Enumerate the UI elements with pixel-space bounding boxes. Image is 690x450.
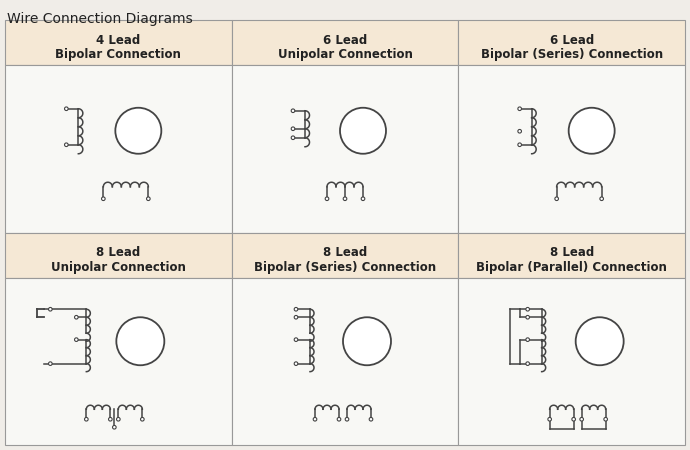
Circle shape	[65, 107, 68, 111]
Text: 6 Lead: 6 Lead	[549, 34, 594, 47]
Circle shape	[518, 130, 522, 133]
Circle shape	[294, 307, 298, 311]
Circle shape	[572, 418, 575, 421]
Bar	[232, 278, 458, 445]
Circle shape	[604, 418, 607, 421]
Circle shape	[294, 338, 298, 342]
Circle shape	[340, 108, 386, 154]
Circle shape	[518, 107, 522, 111]
Circle shape	[580, 418, 584, 421]
Circle shape	[526, 362, 529, 365]
Circle shape	[526, 315, 529, 319]
Text: Bipolar (Series) Connection: Bipolar (Series) Connection	[254, 261, 436, 274]
Circle shape	[117, 418, 120, 421]
Bar	[5, 278, 232, 445]
Text: 8 Lead: 8 Lead	[323, 247, 367, 260]
Circle shape	[75, 338, 78, 342]
Circle shape	[518, 143, 522, 147]
Circle shape	[361, 197, 365, 201]
Text: Unipolar Connection: Unipolar Connection	[277, 48, 413, 61]
Text: Bipolar Connection: Bipolar Connection	[55, 48, 181, 61]
Text: Unipolar Connection: Unipolar Connection	[51, 261, 186, 274]
Circle shape	[108, 418, 112, 421]
Circle shape	[526, 307, 529, 311]
Circle shape	[85, 418, 88, 421]
Circle shape	[117, 317, 164, 365]
Circle shape	[291, 127, 295, 130]
Circle shape	[343, 317, 391, 365]
Bar	[232, 20, 458, 65]
Circle shape	[141, 418, 144, 421]
Text: Wire Connection Diagrams: Wire Connection Diagrams	[7, 12, 193, 26]
Circle shape	[555, 197, 558, 201]
Circle shape	[291, 136, 295, 140]
Text: Bipolar (Series) Connection: Bipolar (Series) Connection	[481, 48, 662, 61]
Bar	[232, 233, 458, 278]
Circle shape	[345, 418, 349, 421]
Bar	[5, 20, 232, 65]
Circle shape	[75, 315, 78, 319]
Circle shape	[526, 338, 529, 342]
Circle shape	[343, 197, 347, 201]
Text: Bipolar (Parallel) Connection: Bipolar (Parallel) Connection	[476, 261, 667, 274]
Bar	[458, 233, 685, 278]
Circle shape	[294, 362, 298, 365]
Bar	[458, 278, 685, 445]
Circle shape	[569, 108, 615, 154]
Bar	[5, 65, 232, 233]
Text: 8 Lead: 8 Lead	[549, 247, 594, 260]
Bar	[458, 65, 685, 233]
Circle shape	[575, 317, 624, 365]
Circle shape	[600, 197, 604, 201]
Circle shape	[294, 315, 298, 319]
Circle shape	[101, 197, 105, 201]
Text: 8 Lead: 8 Lead	[96, 247, 141, 260]
Text: 4 Lead: 4 Lead	[96, 34, 141, 47]
Text: 6 Lead: 6 Lead	[323, 34, 367, 47]
Circle shape	[48, 362, 52, 365]
Circle shape	[65, 143, 68, 147]
Circle shape	[548, 418, 551, 421]
Circle shape	[112, 425, 116, 429]
Circle shape	[337, 418, 341, 421]
Circle shape	[146, 197, 150, 201]
Circle shape	[313, 418, 317, 421]
Bar	[232, 65, 458, 233]
Bar	[5, 233, 232, 278]
Circle shape	[369, 418, 373, 421]
Circle shape	[48, 307, 52, 311]
Circle shape	[115, 108, 161, 154]
Circle shape	[325, 197, 329, 201]
Bar	[458, 20, 685, 65]
Circle shape	[291, 109, 295, 112]
